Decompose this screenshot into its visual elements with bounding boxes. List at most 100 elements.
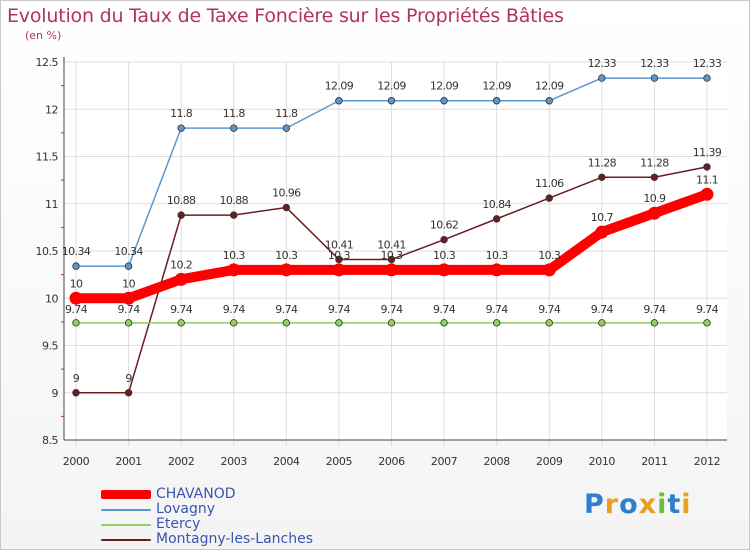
data-label: 9.74 (65, 303, 88, 316)
data-label: 12.09 (377, 80, 406, 93)
x-tick-label: 2011 (641, 455, 667, 468)
y-tick-label: 11 (45, 198, 58, 211)
data-point (703, 163, 711, 171)
data-point (122, 291, 136, 305)
data-label: 12.33 (693, 57, 722, 70)
data-label: 12.09 (535, 80, 564, 93)
data-label: 11.28 (640, 156, 669, 169)
data-label: 10.3 (223, 249, 246, 262)
data-point (282, 319, 291, 327)
data-label: 12.33 (588, 57, 617, 70)
data-point (650, 173, 659, 181)
data-label: 12.09 (325, 80, 354, 93)
data-label: 11.28 (588, 156, 617, 169)
data-point (440, 97, 448, 105)
data-label: 10.3 (380, 249, 403, 262)
y-tick-label: 10.5 (36, 245, 59, 258)
logo-letter: i (657, 489, 668, 520)
data-label: 10.62 (430, 219, 459, 232)
x-tick-label: 2000 (63, 455, 90, 468)
data-point (124, 319, 133, 327)
data-point (335, 97, 343, 105)
chart-unit-label: (en %) (25, 29, 62, 42)
data-point (650, 319, 659, 327)
data-point (440, 235, 448, 244)
data-label: 10.34 (62, 245, 91, 258)
data-label: 9.74 (486, 303, 509, 316)
data-label: 9.74 (275, 303, 298, 316)
logo-letter: r (604, 489, 620, 520)
data-label: 9.74 (170, 303, 193, 316)
logo-letter: P (584, 489, 605, 520)
data-point (72, 262, 80, 270)
x-tick-label: 2007 (431, 455, 458, 468)
data-label: 10.2 (170, 258, 192, 271)
data-label: 9.74 (223, 303, 246, 316)
x-tick-label: 2010 (589, 455, 616, 468)
data-label: 9.74 (643, 303, 666, 316)
data-point (598, 173, 606, 181)
series-lovagny: 10.34 10.34 11.8 11.8 11.8 12.09 12.09 12.09 12.… (62, 57, 722, 270)
legend-swatch (101, 509, 151, 511)
data-point (335, 319, 343, 327)
data-label: 10.34 (114, 245, 143, 258)
data-point (545, 97, 553, 105)
series-chavanod: 10 10 10.2 10.3 10.3 10.3 10.3 10.3 10.3 10.3 10.7… (69, 173, 719, 305)
data-point (282, 203, 291, 212)
data-label: 10.84 (482, 198, 511, 211)
legend-swatch (101, 490, 151, 499)
data-label: 11.1 (696, 173, 718, 186)
chart-title: Evolution du Taux de Taxe Foncière sur l… (7, 5, 564, 27)
data-point (174, 272, 188, 286)
data-label: 10 (70, 277, 83, 290)
data-label: 9.74 (380, 303, 403, 316)
data-label: 9 (73, 372, 80, 385)
x-tick-label: 2006 (378, 455, 405, 468)
data-label: 10.41 (377, 239, 406, 252)
data-label: 9.74 (118, 303, 141, 316)
x-tick-label: 2002 (168, 455, 194, 468)
data-label: 11.39 (693, 146, 722, 159)
data-label: 9.74 (591, 303, 614, 316)
data-point (279, 263, 293, 277)
data-point (545, 319, 553, 327)
x-tick-label: 2003 (221, 455, 248, 468)
data-point (385, 263, 398, 277)
data-label: 12.33 (640, 57, 669, 70)
y-tick-label: 8.5 (42, 434, 58, 447)
data-point (332, 263, 346, 277)
data-point (545, 194, 553, 202)
proxiti-logo: Proxiti (584, 489, 692, 520)
logo-letter: x (638, 489, 658, 520)
data-point (124, 262, 133, 270)
data-point (177, 124, 185, 132)
data-point (490, 263, 504, 277)
y-tick-label: 9 (52, 387, 59, 400)
data-label: 10.88 (220, 194, 249, 207)
y-tick-label: 11.5 (36, 151, 59, 164)
data-label: 11.8 (223, 107, 246, 120)
data-label: 11.06 (535, 177, 564, 190)
data-point (230, 211, 238, 219)
x-tick-label: 2009 (536, 455, 563, 468)
data-point (703, 319, 711, 327)
data-point (437, 263, 451, 277)
data-point (492, 97, 501, 105)
data-point (647, 206, 661, 220)
x-tick-label: 2012 (694, 455, 720, 468)
data-label: 10.9 (643, 192, 666, 205)
data-label: 10.96 (272, 187, 301, 200)
data-point (335, 255, 343, 264)
data-label: 10.3 (328, 249, 351, 262)
data-point (595, 225, 609, 239)
data-point (72, 319, 80, 327)
data-point (598, 74, 606, 82)
y-tick-label: 10 (45, 292, 58, 305)
x-tick-label: 2001 (115, 455, 141, 468)
logo-letter: i (681, 489, 692, 520)
series-etercy: 9.74 9.74 9.74 9.74 9.74 9.74 9.74 9.74 9.74 9.74… (65, 303, 719, 327)
data-label: 9.74 (328, 303, 351, 316)
data-point (387, 255, 396, 264)
data-point (492, 319, 501, 327)
